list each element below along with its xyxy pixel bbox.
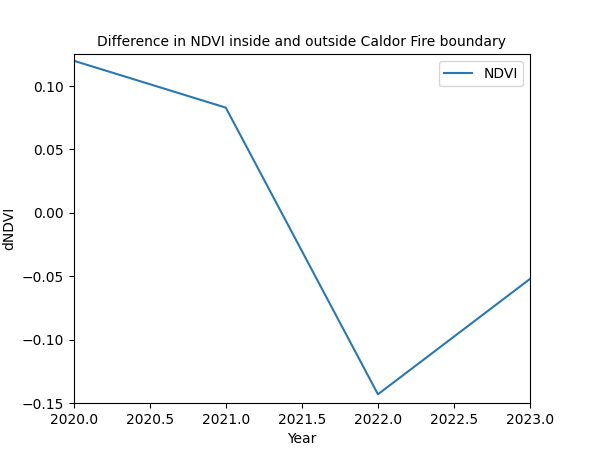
NDVI: [70, 58, 77, 63]
X-axis label: Year: Year: [287, 433, 316, 447]
Y-axis label: dNDVI: dNDVI: [2, 207, 16, 251]
NDVI: [222, 105, 229, 111]
NDVI: [375, 391, 382, 397]
NDVI: [527, 276, 534, 282]
Title: Difference in NDVI inside and outside Caldor Fire boundary: Difference in NDVI inside and outside Ca…: [97, 35, 507, 49]
Legend: NDVI: NDVI: [439, 61, 523, 87]
Line: NDVI: NDVI: [74, 61, 530, 394]
